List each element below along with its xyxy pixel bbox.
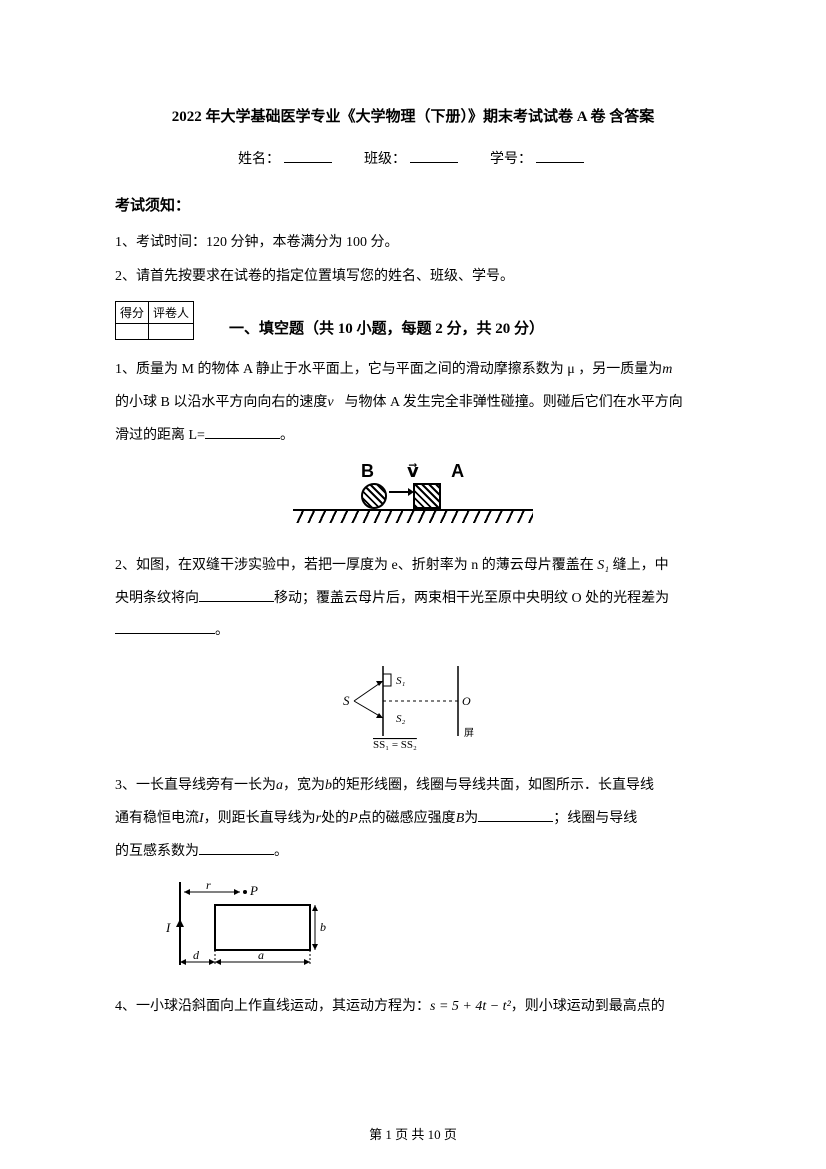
- q2-var-s1: S₁: [597, 558, 609, 573]
- name-blank: [284, 162, 332, 163]
- notice-item-1: 1、考试时间：120 分钟，本卷满分为 100 分。: [115, 229, 711, 257]
- q3-t3a: 的互感系数为: [115, 844, 199, 859]
- q3-t2f: ；线圈与导线: [553, 811, 637, 826]
- notice-heading: 考试须知：: [115, 194, 711, 215]
- id-label: 学号：: [490, 152, 532, 167]
- q2-text-2a: 央明条纹将向: [115, 591, 199, 606]
- id-blank: [536, 162, 584, 163]
- fig1-block-icon: [413, 483, 441, 509]
- exam-title: 2022 年大学基础医学专业《大学物理（下册）》期末考试试卷 A 卷 含答案: [115, 105, 711, 126]
- figure-3: I r P b d a: [115, 877, 711, 977]
- q1-text-3: 滑过的距离 L=: [115, 428, 205, 443]
- q3-blank-2: [199, 854, 274, 855]
- fig2-o-label: O: [462, 694, 471, 708]
- fig3-d-label: d: [193, 948, 200, 962]
- q1-var-m: m: [662, 362, 672, 377]
- question-2: 2、如图，在双缝干涉实验中，若把一厚度为 e、折射率为 n 的薄云母片覆盖在 S…: [115, 550, 711, 649]
- fig3-r-label: r: [206, 878, 211, 892]
- q3-v6: B: [456, 811, 465, 826]
- fig2-s2-label: S₂: [396, 713, 406, 725]
- name-label: 姓名：: [238, 152, 280, 167]
- fig3-b-label: b: [320, 920, 326, 934]
- q3-t2d: 点的磁感应强度: [358, 811, 456, 826]
- fig3-P-label: P: [249, 883, 258, 898]
- grader-cell: 评卷人: [149, 302, 194, 324]
- question-3: 3、一长直导线旁有一长为a，宽为b的矩形线圈，线圈与导线共面，如图所示．长直导线…: [115, 770, 711, 869]
- fig3-a-label: a: [258, 948, 264, 962]
- fig2-s1-label: S₁: [396, 675, 406, 687]
- q1-text-1: 1、质量为 M 的物体 A 静止于水平面上，它与平面之间的滑动摩擦系数为 μ ，…: [115, 362, 662, 377]
- q3-v5: P: [349, 811, 358, 826]
- q2-text-3: 。: [215, 623, 229, 638]
- score-blank: [116, 324, 149, 340]
- class-label: 班级：: [364, 152, 406, 167]
- score-cell: 得分: [116, 302, 149, 324]
- fig1-labels: B v⃗ A: [361, 461, 478, 482]
- q3-v1: a: [276, 778, 283, 793]
- q3-t1b: ，宽为: [283, 778, 325, 793]
- q2-text-1b: 缝上，中: [609, 558, 669, 573]
- class-blank: [410, 162, 458, 163]
- q3-t3b: 。: [274, 844, 288, 859]
- q3-t2a: 通有稳恒电流: [115, 811, 199, 826]
- q1-text-2a: 的小球 B 以沿水平方向向右的速度: [115, 395, 327, 410]
- notice-item-2: 2、请首先按要求在试卷的指定位置填写您的姓名、班级、学号。: [115, 263, 711, 291]
- q2-text-2b: 移动；覆盖云母片后，两束相干光至原中央明纹 O 处的光程差为: [274, 591, 669, 606]
- q4-t1b: ，则小球运动到最高点的: [511, 999, 665, 1014]
- section-1-title: 一、填空题（共 10 小题，每题 2 分，共 20 分）: [229, 317, 544, 340]
- fig2-s-label: S: [343, 693, 350, 708]
- section-header-row: 得分 评卷人 一、填空题（共 10 小题，每题 2 分，共 20 分）: [115, 301, 711, 340]
- q1-text-3-end: 。: [280, 428, 294, 443]
- q2-text-1a: 2、如图，在双缝干涉实验中，若把一厚度为 e、折射率为 n 的薄云母片覆盖在: [115, 558, 597, 573]
- fig2-screen-label: 屏: [464, 727, 474, 739]
- q3-t2c: 处的: [321, 811, 349, 826]
- fig1-hatch-icon: [293, 511, 533, 523]
- question-4: 4、一小球沿斜面向上作直线运动，其运动方程为：s = 5 + 4t − t²，则…: [115, 991, 711, 1024]
- grader-blank: [149, 324, 194, 340]
- q3-t2b: ，则距长直导线为: [204, 811, 316, 826]
- q1-blank: [205, 438, 280, 439]
- q1-text-2b: 与物体 A 发生完全非弹性碰撞。则碰后它们在水平方向: [344, 395, 682, 410]
- student-info-row: 姓名： 班级： 学号：: [115, 148, 711, 168]
- fig1-arrow-icon: [389, 491, 409, 493]
- fig1-ball-icon: [361, 483, 387, 509]
- q3-v2: b: [325, 778, 332, 793]
- figure-1: B v⃗ A: [115, 461, 711, 536]
- question-1: 1、质量为 M 的物体 A 静止于水平面上，它与平面之间的滑动摩擦系数为 μ ，…: [115, 354, 711, 453]
- q4-t1a: 4、一小球沿斜面向上作直线运动，其运动方程为：: [115, 999, 430, 1014]
- score-table: 得分 评卷人: [115, 301, 194, 340]
- q2-blank-1: [199, 601, 274, 602]
- q3-t1a: 3、一长直导线旁有一长为: [115, 778, 276, 793]
- q2-blank-2: [115, 633, 215, 634]
- q1-var-v: v⃗: [327, 395, 344, 410]
- page-footer: 第 1 页 共 10 页: [0, 1124, 826, 1143]
- q3-t2e: 为: [464, 811, 478, 826]
- q3-t1c: 的矩形线圈，线圈与导线共面，如图所示．长直导线: [332, 778, 654, 793]
- figure-2: S₁ S₂ S O SS₁ = SS₂ 屏: [115, 656, 711, 756]
- q3-blank-1: [478, 821, 553, 822]
- fig3-I-label: I: [165, 920, 171, 935]
- q4-eq: s = 5 + 4t − t²: [430, 999, 511, 1014]
- fig2-eq-label: SS₁ = SS₂: [373, 739, 417, 751]
